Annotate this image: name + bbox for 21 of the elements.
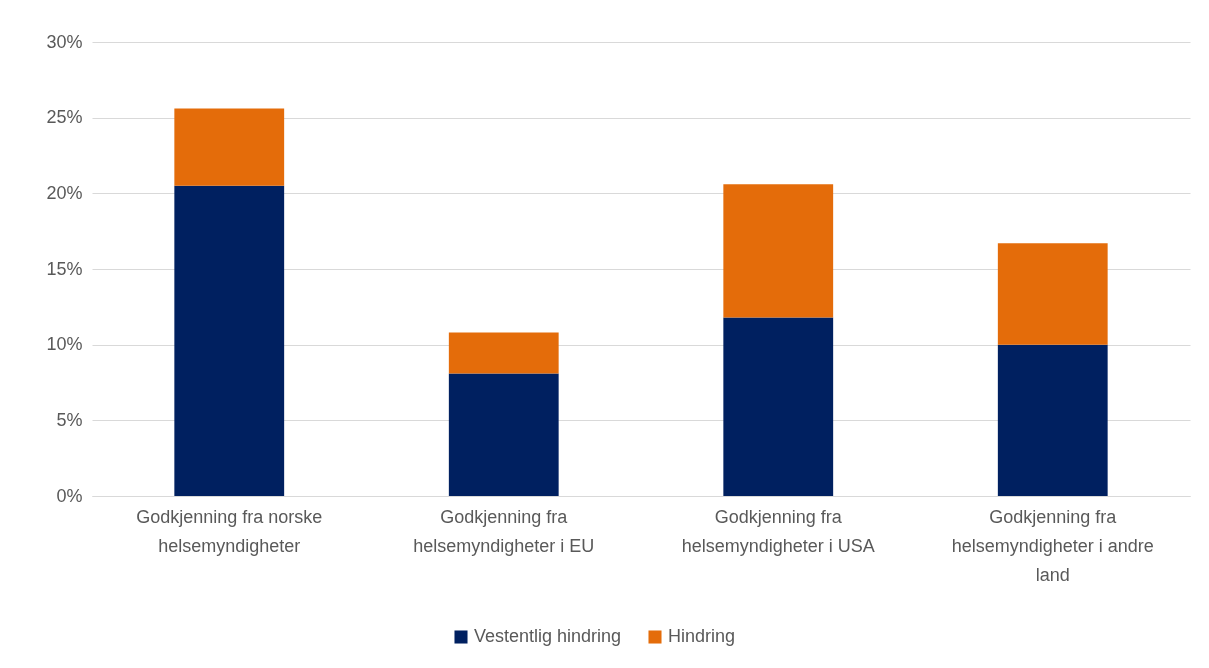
x-tick-label: Godkjenning fra norske helsemyndigheter <box>136 506 323 556</box>
x-tick-label: Godkjenning fra helsemyndigheter i USA <box>681 506 875 556</box>
y-tick-label: 10% <box>46 334 83 355</box>
bar <box>448 332 559 374</box>
bar <box>997 344 1108 496</box>
bar <box>723 184 834 318</box>
bar <box>997 243 1108 345</box>
legend-label: Vestentlig hindring <box>474 626 622 646</box>
y-tick-label: 30% <box>46 31 83 52</box>
bar <box>174 108 285 186</box>
bar <box>448 373 559 496</box>
legend-label: Hindring <box>668 626 736 646</box>
y-tick-label: 25% <box>46 107 83 128</box>
y-tick-label: 5% <box>56 409 83 430</box>
x-tick-label: Godkjenning fra helsemyndigheter i EU <box>413 506 595 556</box>
bar <box>723 317 834 496</box>
x-tick-label: Godkjenning fra helsemyndigheter i andre land <box>951 506 1154 585</box>
bar <box>174 185 285 496</box>
y-tick-label: 15% <box>46 258 83 279</box>
y-tick-label: 20% <box>46 182 83 203</box>
y-tick-label: 0% <box>56 485 83 506</box>
